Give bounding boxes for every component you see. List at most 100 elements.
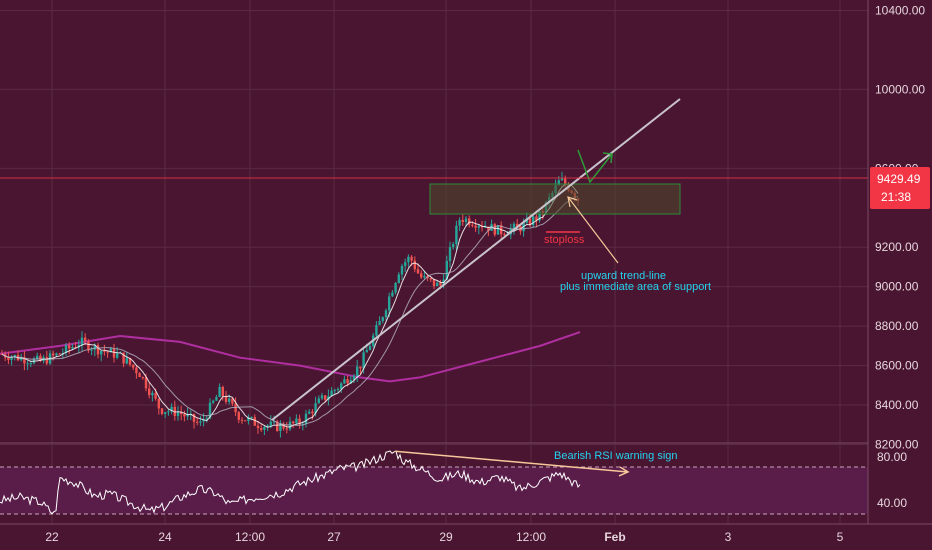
candle-body <box>112 348 116 358</box>
candle-body <box>93 345 96 350</box>
candle-body <box>256 425 260 429</box>
candle-body <box>45 357 48 364</box>
candle-body <box>324 395 327 400</box>
rsi-axis[interactable]: 80.00 40.00 <box>877 450 907 510</box>
price-grid <box>0 0 868 524</box>
candle-body <box>333 389 336 391</box>
candle-body <box>560 178 564 181</box>
candle-body <box>148 388 151 396</box>
price-axis[interactable]: 8200.00 8400.00 8600.00 8800.00 9000.00 9200.… <box>875 4 925 452</box>
rsi-band <box>0 467 868 514</box>
candle-body <box>154 392 157 399</box>
candle-body <box>285 428 288 430</box>
candle-body <box>132 364 135 368</box>
candle-body <box>151 392 154 396</box>
candle-body <box>212 400 215 403</box>
trendline-label-line2: plus immediate area of support <box>560 281 711 293</box>
candle-body <box>87 341 90 351</box>
candle-body <box>468 218 471 225</box>
candle-body <box>538 211 541 221</box>
candle-body <box>381 317 384 322</box>
candle-body <box>317 398 320 404</box>
candle-body <box>528 218 532 226</box>
candle-body <box>138 373 141 378</box>
candle-body <box>167 411 170 413</box>
candle-body <box>458 219 461 226</box>
candle-body <box>218 386 221 397</box>
candle-body <box>196 421 199 423</box>
candle-body <box>80 337 84 346</box>
candle-body <box>359 366 362 369</box>
candle-body <box>477 225 480 228</box>
candle-body <box>74 346 77 348</box>
candle-body <box>397 274 400 283</box>
candle-body <box>90 349 93 351</box>
candle-body <box>260 428 263 431</box>
candle-body <box>487 226 490 231</box>
candle-body <box>186 414 189 417</box>
candle-body <box>564 178 567 185</box>
candle-body <box>109 348 112 353</box>
candle-body <box>484 226 487 228</box>
candle-body <box>388 296 391 311</box>
forecast-arrow-head <box>602 152 613 164</box>
candle-body <box>535 216 538 221</box>
ma-slow-line <box>1 195 579 426</box>
candle-body <box>436 282 439 287</box>
candle-body <box>10 357 13 360</box>
candle-body <box>234 403 237 413</box>
candle-body <box>356 366 359 376</box>
candle-body <box>237 412 240 420</box>
moving-averages-layer <box>1 183 579 428</box>
candle-body <box>160 408 164 414</box>
support-zone-box[interactable] <box>429 183 681 215</box>
candle-body <box>231 398 234 404</box>
price-tick-label: 10400.00 <box>875 4 925 18</box>
candle-body <box>164 412 167 414</box>
candle-body <box>292 421 295 424</box>
trendline-label-line1: upward trend-line <box>581 270 666 282</box>
candle-body <box>279 424 282 431</box>
candle-body <box>432 279 436 287</box>
candle-body <box>340 383 343 389</box>
candle-body <box>461 219 464 223</box>
candle-body <box>429 278 432 280</box>
rsi-line <box>0 450 581 515</box>
candle-body <box>7 357 10 360</box>
candle-body <box>276 421 279 431</box>
candle-body <box>496 225 500 235</box>
price-pane: stoploss upward trend-line plus immediat… <box>0 0 868 524</box>
candle-body <box>464 218 468 223</box>
candle-body <box>221 386 224 397</box>
candle-body <box>39 355 42 361</box>
candle-body <box>183 414 186 417</box>
candle-body <box>330 390 333 397</box>
candle-body <box>269 421 272 426</box>
time-axis[interactable]: 22 24 12:00 27 29 12:00 Feb 3 5 <box>45 530 843 544</box>
price-tick-label: 9000.00 <box>875 280 919 294</box>
candle-body <box>282 424 285 429</box>
candle-body <box>125 358 128 364</box>
time-tick-label: 5 <box>837 530 844 544</box>
candle-body <box>493 224 496 235</box>
candle-body <box>141 377 144 379</box>
rsi-divergence-line <box>394 450 629 473</box>
candle-body <box>215 396 218 401</box>
candle-body <box>314 403 317 414</box>
price-tick-label: 8200.00 <box>875 438 919 452</box>
candle-body <box>266 425 269 427</box>
candle-body <box>503 234 506 236</box>
candle-body <box>205 418 208 420</box>
candle-body <box>413 260 416 270</box>
candle-body <box>391 292 394 297</box>
candle-body <box>29 363 32 365</box>
last-price-badge: 9429.49 21:38 <box>870 167 930 209</box>
candle-body <box>176 412 180 417</box>
candle-body <box>103 350 106 352</box>
candle-body <box>23 357 26 364</box>
candle-body <box>311 411 314 414</box>
upward-trendline[interactable] <box>271 98 681 421</box>
time-tick-label: 22 <box>45 530 59 544</box>
